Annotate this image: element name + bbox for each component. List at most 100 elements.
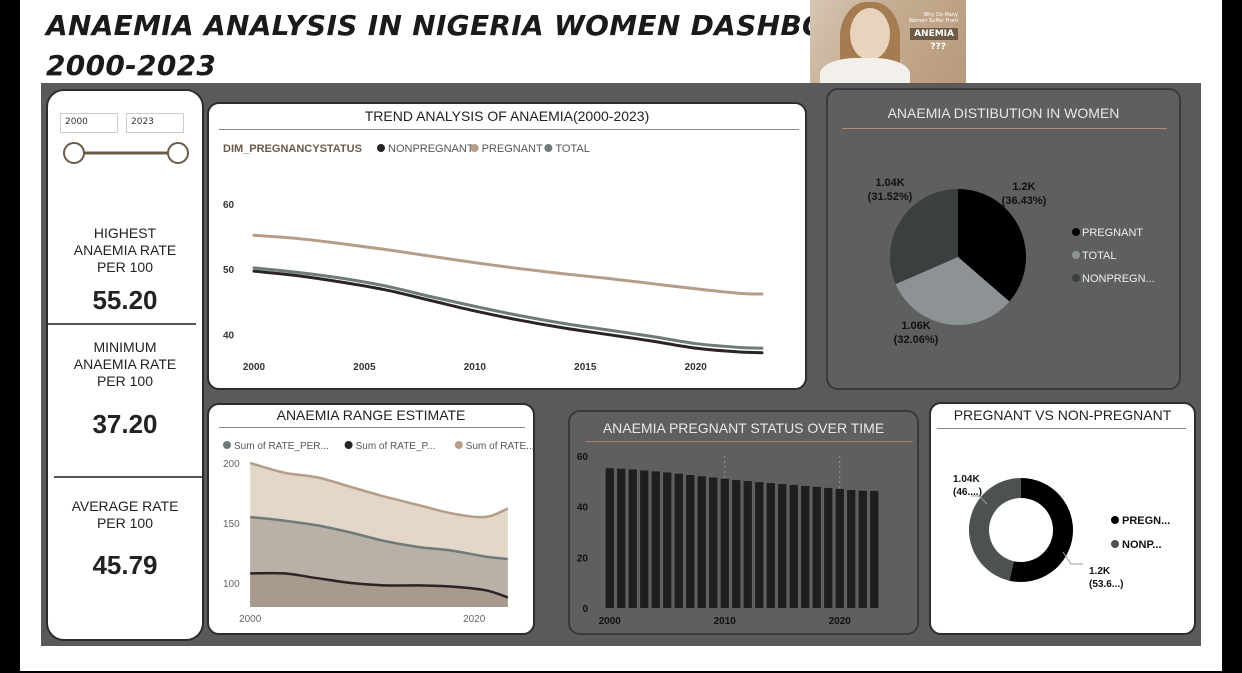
- bar-2015: [778, 484, 787, 608]
- bar-2003: [640, 470, 649, 608]
- pie-legend-dot-0: [1072, 228, 1080, 236]
- range-x-tick-2000: 2000: [239, 614, 262, 625]
- x-tick-2020: 2020: [685, 362, 708, 373]
- pie-slice-nonpregn: [890, 189, 958, 285]
- bar-2019: [824, 487, 833, 608]
- legend-dot-pregnant: [470, 144, 479, 152]
- bar-2012: [743, 481, 752, 608]
- bar-2006: [674, 473, 683, 608]
- range-area-1: [250, 573, 508, 607]
- year-range-slider[interactable]: [48, 137, 204, 177]
- legend-dot-total: [544, 144, 553, 152]
- trend-chart-title: TREND ANALYSIS OF ANAEMIA(2000-2023): [364, 108, 650, 124]
- donut-label-pct-1: (46....): [953, 487, 982, 498]
- bar-2004: [651, 471, 660, 608]
- pie-label-pct-0: (36.43%): [1002, 195, 1047, 207]
- range-legend-dot-1: [344, 441, 353, 449]
- x-tick-2015: 2015: [574, 362, 597, 373]
- kpi-average-label: AVERAGE RATE PER 100: [71, 498, 179, 531]
- series-line-total: [252, 266, 764, 350]
- range-y-tick-150: 150: [223, 519, 240, 530]
- pie-legend-label-1: TOTAL: [1082, 250, 1116, 262]
- y-tick-50: 50: [223, 265, 235, 276]
- bar-y-tick-60: 60: [577, 452, 589, 463]
- legend-title: DIM_PREGNANCYSTATUS: [223, 143, 362, 155]
- donut-leader-0: [1062, 551, 1083, 565]
- legend-label-nonpregnant: NONPREGNANT: [388, 143, 474, 155]
- series-line-pregnant: [252, 233, 764, 296]
- bar-2010: [720, 478, 729, 608]
- anemia-woman-image: Why Do Many Women Suffer From ANEMIA ???: [810, 0, 966, 83]
- bar-2018: [812, 486, 821, 608]
- distribution-chart-card: ANAEMIA DISTIBUTION IN WOMEN 1.2K (36.43%…: [826, 88, 1181, 390]
- bar-2022: [858, 490, 867, 608]
- donut-legend-dot-0: [1111, 516, 1119, 524]
- donut-legend-dot-1: [1111, 540, 1119, 548]
- bar-x-tick-2000: 2000: [599, 616, 622, 627]
- pie-slice-total: [895, 257, 1010, 325]
- preg-vs-non-donut: 1.2K (53.6...) 1.04K (46....) PREGN... NONP..…: [953, 474, 1170, 590]
- range-y-tick-200: 200: [223, 459, 240, 470]
- pie-legend-dot-2: [1072, 274, 1080, 282]
- pie-label-value-2: 1.04K: [875, 177, 904, 189]
- kpi-highest-label: HIGHEST ANAEMIA RATE PER 100: [73, 225, 177, 275]
- kpi-highest-value: 55.20: [92, 285, 158, 315]
- bar-2009: [709, 477, 718, 608]
- bar-2021: [847, 489, 856, 608]
- image-tag: ANEMIA: [910, 28, 958, 40]
- x-tick-2000: 2000: [243, 362, 266, 373]
- trend-chart-card: TREND ANALYSIS OF ANAEMIA(2000-2023) DIM…: [207, 102, 807, 390]
- pie-slice-pregnant: [958, 189, 1026, 302]
- bar-2002: [628, 469, 637, 608]
- donut-leader-1: [971, 495, 988, 505]
- trend-chart: DIM_PREGNANCYSTATUS NONPREGNANT PREGNANT TO…: [223, 143, 764, 373]
- range-area-chart: Sum of RATE_PER... Sum of RATE_P... Sum of…: [223, 441, 533, 625]
- range-chart-card: ANAEMIA RANGE ESTIMATE Sum of RATE_PER..…: [207, 403, 535, 635]
- range-line-1: [250, 571, 509, 599]
- range-legend-label-0: Sum of RATE_PER...: [234, 441, 329, 452]
- pie-legend-label-2: NONPREGN...: [1082, 273, 1155, 285]
- pregnant-bar-chart: 0 20 40 60 2000 2010 2020: [577, 452, 879, 627]
- bar-2016: [789, 484, 798, 608]
- range-line-2: [249, 461, 509, 519]
- y-tick-60: 60: [223, 200, 235, 211]
- bar-2014: [766, 483, 775, 608]
- pie-label-value-1: 1.06K: [901, 320, 930, 332]
- legend-label-pregnant: PREGNANT: [482, 143, 543, 155]
- bar-2011: [732, 480, 741, 608]
- image-marks: ???: [930, 42, 946, 52]
- range-legend-dot-0: [223, 441, 231, 449]
- kpi-panel: 2000 2023 HIGHEST ANAEMIA RATE PER 100 55.…: [46, 89, 204, 641]
- range-line-0: [250, 515, 508, 561]
- x-tick-2010: 2010: [464, 362, 487, 373]
- series-line-nonpregnant: [252, 269, 764, 355]
- donut-legend-label-1: NONP...: [1122, 539, 1162, 551]
- slider-end-handle[interactable]: [167, 142, 189, 164]
- pie-legend-label-0: PREGNANT: [1082, 227, 1143, 239]
- x-tick-2005: 2005: [353, 362, 376, 373]
- bar-y-tick-0: 0: [582, 604, 588, 615]
- dashboard-title: ANAEMIA ANALYSIS IN NIGERIA WOMEN DASHBO…: [46, 6, 893, 86]
- preg-vs-non-card: PREGNANT VS NON-PREGNANT 1.2K (53.6...) 1.…: [929, 402, 1196, 635]
- bar-2001: [617, 468, 626, 608]
- bar-2008: [697, 476, 706, 608]
- range-chart-title: ANAEMIA RANGE ESTIMATE: [276, 407, 466, 423]
- year-start-input[interactable]: 2000: [60, 113, 118, 133]
- bar-2023: [870, 490, 879, 608]
- donut-slice-1: [968, 478, 1021, 581]
- year-end-input[interactable]: 2023: [126, 113, 184, 133]
- legend-dot-nonpregnant: [377, 144, 385, 152]
- donut-label-pct-0: (53.6...): [1089, 579, 1123, 590]
- pie-label-value-0: 1.2K: [1012, 181, 1035, 193]
- bar-2000: [605, 468, 614, 608]
- title-line-1: ANAEMIA ANALYSIS IN NIGERIA WOMEN DASHBO…: [46, 9, 894, 42]
- bar-2013: [755, 482, 764, 608]
- y-tick-40: 40: [223, 330, 235, 341]
- bar-2020: [835, 488, 844, 608]
- pie-label-pct-1: (32.06%): [894, 334, 939, 346]
- range-legend-label-1: Sum of RATE_P...: [356, 441, 436, 452]
- slider-start-handle[interactable]: [63, 142, 85, 164]
- preg-vs-non-title: PREGNANT VS NON-PREGNANT: [953, 407, 1172, 423]
- image-small-text: Why Do Many Women Suffer From: [908, 12, 958, 24]
- kpi-minimum-label: MINIMUM ANAEMIA RATE PER 100: [73, 339, 177, 389]
